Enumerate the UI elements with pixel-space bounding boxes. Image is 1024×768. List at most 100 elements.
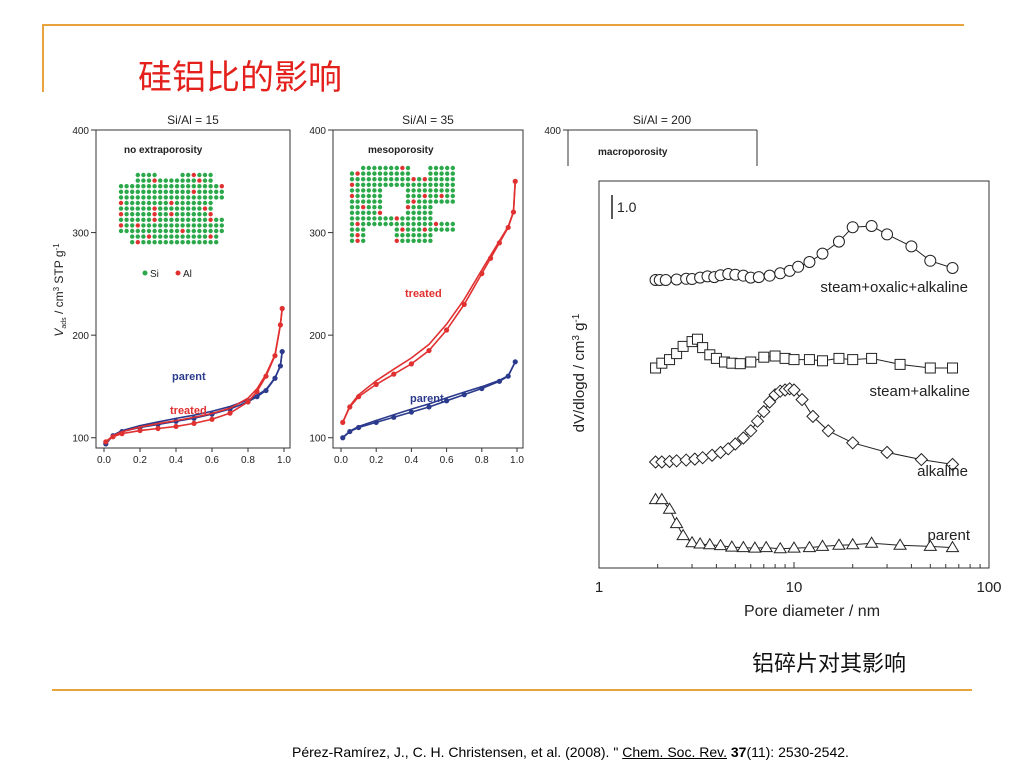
crystal-1-atom — [130, 195, 135, 200]
crystal-2-atom — [405, 193, 411, 199]
crystal-1-atom — [219, 228, 224, 234]
figure-caption: 铝碎片对其影响 — [752, 652, 907, 677]
crystal-2-atom — [428, 165, 433, 171]
panel-2-parent-point-7 — [444, 398, 450, 404]
crystal-1-atom — [186, 178, 191, 183]
crystal-2-atom — [400, 216, 405, 221]
crystal-2-atom — [377, 188, 383, 193]
crystal-2-atom — [361, 210, 366, 215]
crystal-1-atom — [118, 184, 124, 189]
crystal-1-atom — [141, 200, 146, 206]
crystal-2-atom — [394, 238, 399, 243]
crystal-1-atom — [141, 172, 146, 178]
crystal-2-atom — [366, 221, 371, 227]
crystal-2-atom — [394, 177, 399, 182]
crystal-2-atom — [417, 205, 422, 210]
crystal-1-atom — [174, 178, 180, 183]
crystal-2-atom — [372, 205, 377, 210]
crystal-2-atom — [372, 221, 377, 227]
panel-1-parent-point-14 — [279, 348, 285, 355]
crystal-2-atom — [349, 205, 355, 210]
crystal-1-atom — [146, 178, 152, 183]
citation-journal[interactable]: Chem. Soc. Rev. — [622, 744, 727, 760]
citation-pages: (11): 2530-2542. — [746, 744, 849, 760]
panel-1-y-tick-label-2: 300 — [72, 229, 89, 240]
crystal-2-atom — [400, 227, 405, 232]
crystal-2-atom — [400, 221, 405, 227]
crystal-1-atom — [197, 217, 202, 222]
panel-1-parent-point-12 — [272, 375, 278, 381]
crystal-1-atom — [141, 184, 146, 189]
crystal-1-atom — [124, 206, 129, 211]
crystal-1-atom — [169, 223, 174, 228]
crystal-2-atom — [361, 227, 366, 232]
crystal-1-atom — [214, 189, 219, 194]
crystal-2-atom — [400, 171, 405, 176]
panel-2-treated-point-9 — [479, 271, 485, 277]
crystal-1-atom — [163, 195, 168, 200]
crystal-1-atom — [202, 234, 208, 239]
psd-triangle-marker-8 — [713, 538, 728, 551]
psd-square-marker-21 — [847, 354, 859, 366]
crystal-1-atom — [197, 195, 202, 200]
crystal-2-atom — [445, 171, 450, 176]
crystal-1-atom — [141, 234, 146, 239]
panel-1-x-tick-label-4: 0.8 — [241, 455, 255, 466]
crystal-1-atom — [186, 217, 191, 222]
crystal-1-atom — [208, 228, 213, 234]
crystal-1-atom — [130, 223, 135, 228]
panel-1-treated-point-1 — [110, 434, 116, 440]
crystal-2-atom — [355, 221, 360, 227]
crystal-2-atom — [377, 182, 383, 187]
crystal-1-atom — [135, 178, 140, 183]
crystal-1-atom — [146, 206, 152, 211]
psd-triangle-marker-11 — [747, 541, 762, 553]
crystal-1-atom — [197, 234, 202, 239]
psd-x-ticks: 1 10 100 — [595, 562, 1002, 596]
crystal-1-atom — [202, 223, 208, 228]
crystal-2-atom — [366, 182, 371, 187]
top-accent-line — [42, 24, 964, 26]
crystal-1-atom — [141, 195, 146, 200]
psd-circle-marker-25 — [905, 240, 918, 253]
crystal-2-atom — [422, 216, 427, 221]
crystal-1-atom — [146, 240, 152, 245]
panel-2-x-tick-label-0: 0.0 — [334, 455, 348, 466]
psd-square-marker-3 — [671, 348, 683, 360]
crystal-2-atom — [411, 188, 416, 193]
crystal-2-atom — [361, 221, 366, 227]
panel-1-treated-point-10 — [254, 388, 260, 395]
crystal-2-atom — [394, 216, 399, 221]
crystal-1-atom — [141, 228, 146, 234]
psd-circle-marker-21 — [832, 235, 845, 248]
crystal-1-atom — [180, 223, 185, 228]
crystal-1-atom — [208, 223, 213, 228]
panel-2-treated-point-14 — [512, 178, 518, 184]
psd-y-axis-label: dV/dlogd / cm3 g-1 — [571, 313, 588, 432]
crystal-1-atom — [180, 217, 185, 222]
crystal-1-atom — [146, 195, 152, 200]
crystal-2-atom — [394, 233, 399, 238]
panel-2-parent-point-11 — [505, 373, 511, 379]
crystal-2-atom — [355, 233, 360, 238]
crystal-1-atom — [197, 172, 202, 178]
psd-square-marker-12 — [734, 358, 746, 370]
crystal-1-atom — [214, 195, 219, 200]
crystal-1-atom — [130, 206, 135, 211]
psd-diamond-marker-10 — [728, 437, 743, 451]
crystal-1-atom — [180, 189, 185, 194]
crystal-2-atom — [450, 188, 455, 193]
crystal-2-atom — [433, 188, 439, 193]
psd-diamond-marker-25 — [880, 445, 894, 460]
panel-1-parent-point-10 — [254, 394, 260, 400]
crystal-2-atom — [389, 182, 394, 187]
crystal-1-atom — [158, 223, 163, 228]
crystal-2-atom — [417, 193, 422, 199]
crystal-1-atom — [141, 240, 146, 245]
crystal-2-atom — [411, 238, 416, 243]
crystal-2-atom — [411, 221, 416, 227]
crystal-2-atom — [355, 193, 360, 199]
crystal-1-atom — [169, 217, 174, 222]
crystal-1-atom — [180, 240, 185, 245]
crystal-2-atom — [450, 182, 455, 187]
